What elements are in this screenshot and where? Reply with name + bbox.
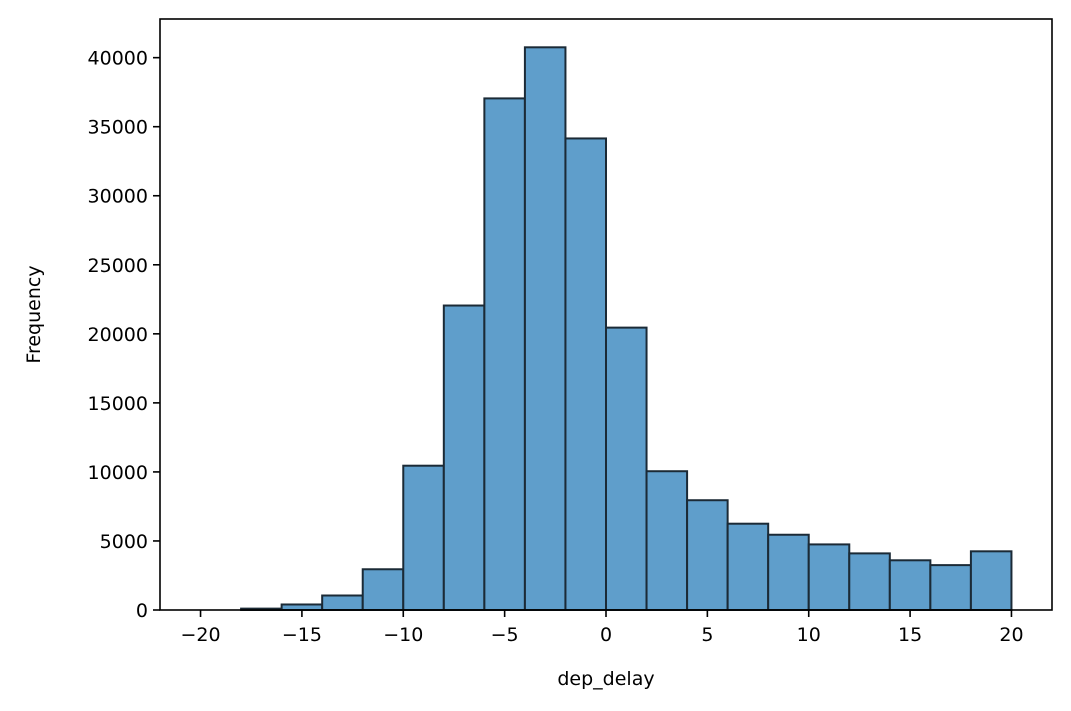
histogram-bar bbox=[767, 533, 810, 611]
histogram-bar bbox=[969, 550, 1013, 612]
histogram-bar bbox=[686, 499, 729, 612]
histogram-bar bbox=[523, 46, 567, 611]
histogram-bar bbox=[848, 552, 891, 611]
x-axis-ticks: −20 −15 −10 −5 0 5 10 15 20 bbox=[180, 610, 1024, 646]
x-tick-label: 20 bbox=[999, 624, 1023, 646]
x-tick-label: −20 bbox=[180, 624, 220, 646]
y-tick-label: 25000 bbox=[88, 255, 148, 277]
y-tick-label: 40000 bbox=[88, 48, 148, 70]
x-axis-label: dep_delay bbox=[557, 668, 654, 690]
histogram-bars bbox=[240, 46, 1013, 612]
y-axis-ticks: 0 5000 10000 15000 20000 25000 30000 35000 40000 bbox=[88, 48, 160, 622]
histogram-bar bbox=[726, 522, 770, 612]
y-tick-label: 20000 bbox=[88, 324, 148, 346]
x-tick-label: −5 bbox=[491, 624, 519, 646]
x-tick-label: 5 bbox=[701, 624, 713, 646]
histogram-bar bbox=[361, 568, 405, 612]
x-tick-label: 0 bbox=[600, 624, 612, 646]
y-tick-label: 35000 bbox=[88, 117, 148, 139]
histogram-bar bbox=[564, 137, 607, 612]
y-tick-label: 0 bbox=[136, 600, 148, 622]
histogram-bar bbox=[807, 543, 851, 611]
y-tick-label: 10000 bbox=[88, 462, 148, 484]
x-tick-label: 10 bbox=[797, 624, 821, 646]
histogram-bar bbox=[645, 470, 689, 611]
y-tick-label: 15000 bbox=[88, 393, 148, 415]
histogram-bar bbox=[280, 603, 324, 611]
histogram-bar bbox=[321, 594, 364, 611]
histogram-bar bbox=[605, 326, 648, 611]
x-tick-label: −15 bbox=[282, 624, 322, 646]
histogram-bar bbox=[483, 97, 526, 611]
x-tick-label: 15 bbox=[898, 624, 922, 646]
histogram-bar bbox=[929, 564, 972, 612]
y-axis-label: Frequency bbox=[23, 265, 45, 363]
histogram-bar bbox=[442, 304, 486, 611]
x-tick-label: −10 bbox=[383, 624, 423, 646]
y-tick-label: 30000 bbox=[88, 186, 148, 208]
histogram-bar bbox=[402, 464, 445, 612]
y-tick-label: 5000 bbox=[100, 531, 148, 553]
histogram-bar bbox=[888, 559, 932, 612]
